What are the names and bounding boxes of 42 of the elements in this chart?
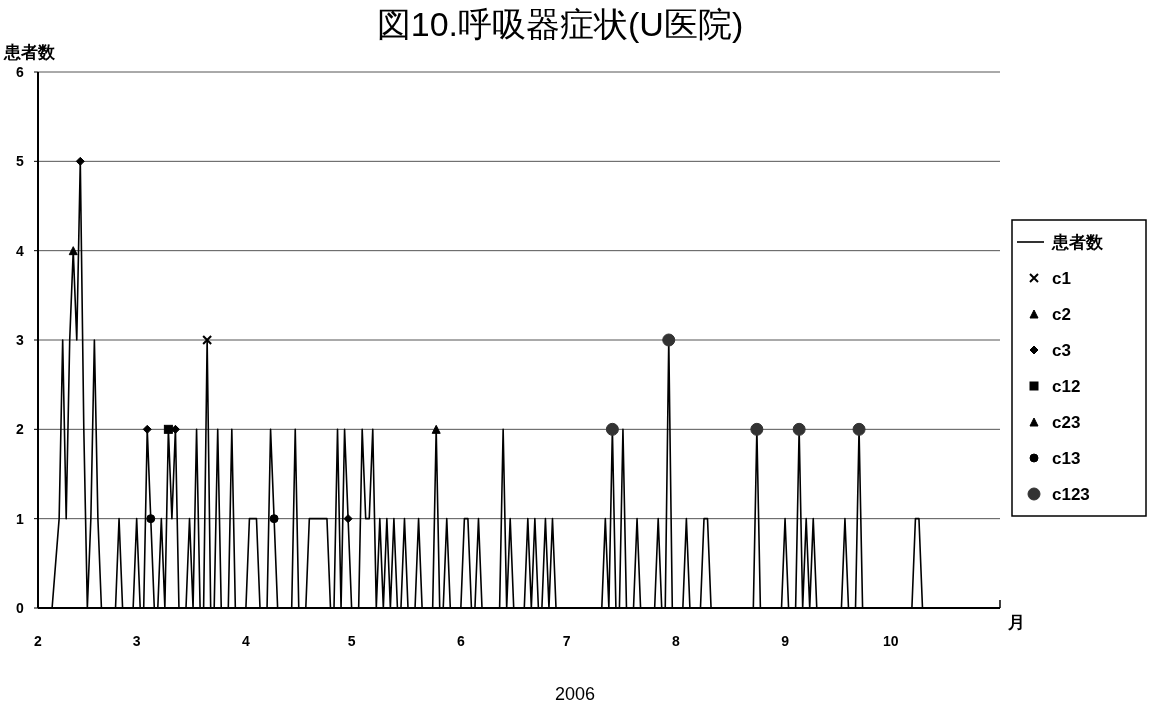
title: 図10.呼吸器症状(U医院): [376, 5, 744, 43]
point: [852, 422, 866, 436]
y-tick-label: 3: [16, 332, 25, 348]
y-tick-label: 4: [16, 242, 25, 259]
x-tick-label: 7: [562, 633, 571, 649]
legend-label: c13: [1052, 449, 1081, 468]
point: [605, 422, 619, 436]
x-tick-label: 2: [34, 633, 43, 649]
point: [68, 246, 78, 256]
point: [269, 514, 279, 524]
point: [146, 514, 156, 524]
x-tick-label: 6: [456, 633, 465, 649]
legend-label: c1: [1052, 269, 1071, 288]
point: [343, 514, 353, 524]
point: [163, 424, 173, 434]
y-tick-label: 2: [16, 421, 25, 438]
y-tick-label: 1: [16, 510, 25, 527]
point: [75, 156, 85, 166]
text: 月: [1007, 613, 1025, 632]
x-tick-label: 9: [781, 633, 790, 649]
point: [662, 333, 676, 347]
x-tick-label: 10: [882, 633, 899, 649]
ylabel: 患者数: [4, 43, 55, 62]
x-tick-label: 8: [671, 633, 680, 649]
legend-label: c123: [1052, 485, 1090, 504]
point: [142, 424, 152, 434]
legend-label: c3: [1052, 341, 1071, 360]
y-tick-label: 5: [16, 153, 25, 170]
xlabel: 2006: [555, 684, 595, 704]
x-tick-label: 5: [347, 633, 356, 649]
legend-label: c23: [1052, 413, 1081, 432]
point: [792, 422, 806, 436]
y-tick-label: 0: [16, 600, 25, 616]
legend-label: c12: [1052, 377, 1081, 396]
x-tick-label: 4: [242, 633, 251, 649]
x-tick-label: 3: [132, 633, 141, 649]
point: [750, 422, 764, 436]
y-tick-label: 6: [16, 64, 25, 80]
point: [202, 335, 213, 345]
point: [431, 424, 441, 434]
legend-label: 患者数: [1051, 233, 1104, 252]
legend-label: c2: [1052, 305, 1071, 324]
